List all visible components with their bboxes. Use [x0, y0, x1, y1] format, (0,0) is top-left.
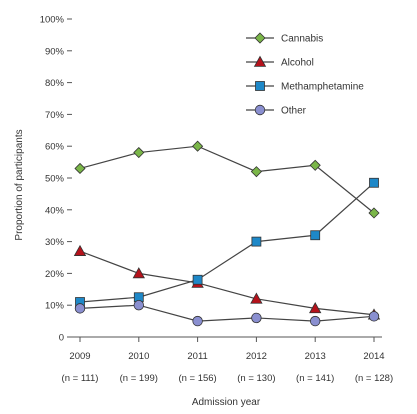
- y-axis-label: Proportion of participants: [14, 129, 25, 240]
- methamphetamine-point: [310, 230, 321, 241]
- x-tick-label: 2013: [305, 351, 326, 362]
- other-point: [310, 315, 321, 327]
- methamphetamine-point: [251, 236, 262, 247]
- other-point: [133, 300, 145, 311]
- x-tick-label: 2011: [187, 351, 207, 362]
- y-tick-label: 20%: [45, 269, 65, 280]
- y-tick-label: 100%: [40, 15, 65, 26]
- other-point: [74, 303, 86, 314]
- alcohol-point: [250, 292, 263, 304]
- methamphetamine-point: [192, 274, 203, 285]
- alcohol-point: [73, 244, 87, 256]
- cannabis-point: [368, 207, 380, 219]
- alcohol-line: [79, 250, 375, 316]
- axes: 0 10% 20% 30% 40% 50% 60% 70% 80% 90% 100% 2009 (n =…: [40, 15, 393, 385]
- x-axis-label: Admission year: [192, 397, 261, 408]
- x-tick-label: 2014: [363, 351, 384, 362]
- cannabis-point: [74, 162, 86, 175]
- x-tick-label: 2010: [128, 351, 149, 362]
- methamphetamine-point: [369, 177, 379, 188]
- y-tick-label: 60%: [45, 142, 65, 153]
- y-tick-label: 70%: [45, 110, 65, 121]
- y-tick-label: 40%: [45, 205, 65, 216]
- series-lines: [79, 145, 375, 322]
- cannabis-point: [133, 146, 145, 159]
- legend-label-alcohol: Alcohol: [281, 58, 314, 69]
- y-tick-label: 80%: [45, 78, 65, 89]
- legend-label-cannabis: Cannabis: [281, 34, 323, 45]
- x-tick-sublabel: (n = 130): [237, 373, 275, 384]
- legend-marker-alcohol: [253, 55, 267, 67]
- y-tick-label: 10%: [45, 301, 65, 312]
- x-tick-sublabel: (n = 141): [296, 373, 334, 384]
- other-point: [368, 311, 380, 322]
- x-tick-sublabel: (n = 111): [62, 373, 99, 384]
- other-point: [251, 312, 262, 324]
- cannabis-line: [79, 145, 375, 214]
- methamphetamine-line: [79, 182, 375, 303]
- other-point: [192, 315, 203, 327]
- cannabis-point: [192, 140, 204, 152]
- x-tick-sublabel: (n = 156): [178, 373, 216, 384]
- x-tick-label: 2012: [246, 351, 267, 362]
- alcohol-point: [132, 267, 145, 279]
- series-markers: [73, 140, 381, 327]
- x-tick-label: 2009: [69, 351, 90, 362]
- y-tick-label: 0: [59, 333, 64, 344]
- y-tick-label: 50%: [45, 174, 65, 185]
- legend: Cannabis Alcohol Methamphetamine Other: [246, 32, 364, 117]
- legend-marker-other: [254, 104, 266, 116]
- alcohol-point: [309, 302, 322, 314]
- legend-marker-methamphetamine: [255, 81, 265, 91]
- other-line: [79, 304, 375, 322]
- legend-label-other: Other: [281, 106, 307, 117]
- x-tick-sublabel: (n = 199): [120, 373, 158, 384]
- y-tick-label: 30%: [45, 237, 65, 248]
- y-tick-label: 90%: [45, 46, 65, 57]
- cannabis-point: [309, 159, 321, 171]
- cannabis-point: [250, 166, 262, 178]
- legend-marker-cannabis: [254, 32, 266, 44]
- x-tick-sublabel: (n = 128): [355, 373, 393, 384]
- legend-label-methamphetamine: Methamphetamine: [281, 82, 364, 93]
